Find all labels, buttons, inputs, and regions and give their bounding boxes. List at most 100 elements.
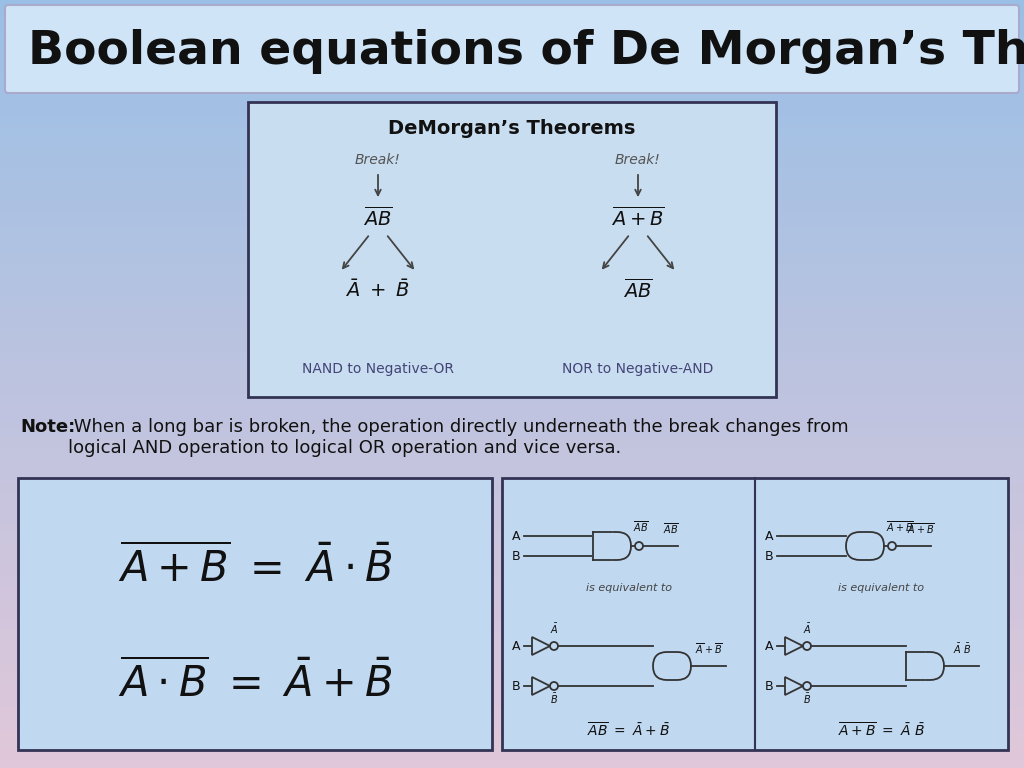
Bar [0,356,1024,359]
Bar [0,148,1024,152]
Bar [0,666,1024,669]
Text: A: A [765,640,773,653]
Bar [0,154,1024,157]
Bar [0,236,1024,239]
Bar [0,581,1024,584]
Bar [0,530,1024,534]
Bar [0,686,1024,690]
FancyBboxPatch shape [5,5,1019,93]
Bar [0,435,1024,439]
Bar [0,745,1024,749]
Bar [0,5,1024,8]
Bar [0,594,1024,598]
Bar [0,645,1024,649]
Bar [0,348,1024,352]
Bar [0,266,1024,270]
Bar [0,90,1024,93]
Text: A: A [512,529,520,542]
Bar [0,328,1024,331]
Bar [0,612,1024,615]
Bar [0,599,1024,603]
Bar [0,697,1024,700]
Bar [0,676,1024,680]
Text: $\bar{A}\ +\ \bar{B}$: $\bar{A}\ +\ \bar{B}$ [345,279,411,301]
Bar [0,192,1024,196]
Bar [0,282,1024,285]
Bar [0,121,1024,124]
Bar [0,622,1024,626]
Text: $\overline{A}+\overline{B}$: $\overline{A}+\overline{B}$ [695,641,723,656]
Bar [0,36,1024,39]
Bar [0,67,1024,70]
Bar [0,630,1024,634]
Bar [0,415,1024,419]
Bar [0,110,1024,114]
Bar [0,215,1024,219]
Bar [0,351,1024,354]
Bar [0,187,1024,190]
Bar [0,499,1024,503]
Bar [0,753,1024,756]
Bar [0,261,1024,265]
Bar [0,589,1024,592]
Bar [0,747,1024,751]
Bar [0,159,1024,162]
Bar [0,151,1024,154]
Bar [0,146,1024,150]
Bar [0,461,1024,465]
Bar [0,315,1024,319]
Bar [0,182,1024,185]
Polygon shape [532,637,550,655]
Bar [0,200,1024,204]
Bar [0,471,1024,475]
Bar [0,371,1024,375]
Bar [0,113,1024,116]
Bar [0,46,1024,50]
FancyBboxPatch shape [653,652,691,680]
Text: B: B [765,680,773,693]
Bar [0,118,1024,121]
Bar [0,179,1024,183]
Bar [0,604,1024,607]
Bar [0,223,1024,227]
Bar [0,561,1024,564]
Text: DeMorgan’s Theorems: DeMorgan’s Theorems [388,118,636,137]
Bar [0,520,1024,523]
Bar [0,740,1024,743]
Bar [0,197,1024,200]
Bar [0,650,1024,654]
Bar [0,601,1024,605]
Bar [0,51,1024,55]
Bar [0,330,1024,334]
Bar [0,712,1024,715]
Bar [0,220,1024,223]
Bar [0,25,1024,29]
Bar [0,259,1024,262]
Bar [0,238,1024,242]
Polygon shape [785,637,803,655]
Text: is equivalent to: is equivalent to [586,583,672,593]
Bar [0,276,1024,280]
Bar [0,701,1024,705]
Bar [0,102,1024,106]
Bar [0,714,1024,718]
Bar [0,340,1024,344]
Bar [0,210,1024,214]
Bar [0,482,1024,485]
Bar [0,317,1024,321]
Circle shape [550,642,558,650]
FancyBboxPatch shape [846,532,884,560]
Bar [0,263,1024,267]
Bar [0,407,1024,411]
Bar [0,284,1024,288]
Text: $\overline{A+B}\ =\ \bar{A}\cdot\bar{B}$: $\overline{A+B}\ =\ \bar{A}\cdot\bar{B}$ [118,545,392,591]
Bar [0,678,1024,682]
Bar [0,323,1024,326]
Bar [0,453,1024,457]
Bar [0,123,1024,127]
Bar [0,21,1024,24]
Bar [0,325,1024,329]
Text: B: B [512,549,520,562]
Bar [0,535,1024,538]
Bar [0,361,1024,365]
